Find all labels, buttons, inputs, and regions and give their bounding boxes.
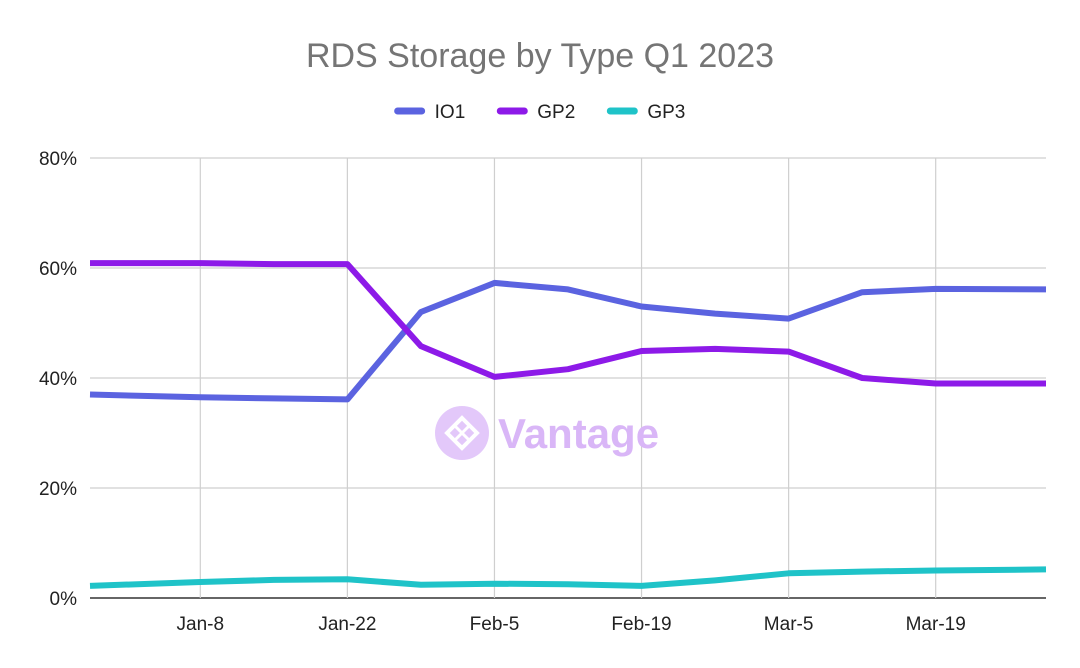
watermark-diamond-icon <box>444 415 480 451</box>
x-axis: Jan-8 Jan-22 Feb-5 Feb-19 Mar-5 Mar-19 <box>177 614 966 635</box>
x-tick-label: Jan-22 <box>318 614 376 635</box>
legend-item-gp2: GP2 <box>496 102 575 123</box>
series-line-gp2 <box>90 260 1046 387</box>
x-tick-label: Jan-8 <box>177 614 225 635</box>
y-tick-label: 60% <box>39 259 77 280</box>
y-tick-label: 80% <box>39 149 77 170</box>
x-tick-label: Feb-19 <box>611 614 671 635</box>
y-axis: 0% 20% 40% 60% 80% <box>39 149 77 610</box>
watermark: Vantage <box>435 406 659 460</box>
watermark-cross-icon <box>452 423 472 443</box>
watermark-text: Vantage <box>498 410 659 457</box>
y-tick-label: 0% <box>50 589 78 610</box>
x-tick-label: Mar-5 <box>764 614 814 635</box>
x-tick-label: Feb-5 <box>470 614 520 635</box>
series-line-io1 <box>89 279 1047 403</box>
legend-item-gp3: GP3 <box>606 102 685 123</box>
y-tick-label: 20% <box>39 479 77 500</box>
legend-label: IO1 <box>435 102 466 123</box>
grid <box>90 157 1046 599</box>
legend-label: GP2 <box>537 102 575 123</box>
y-tick-label: 40% <box>39 369 77 390</box>
legend-label: GP3 <box>647 102 685 123</box>
series-line-gp3 <box>89 566 1047 589</box>
series-layer <box>89 260 1047 589</box>
chart-title: RDS Storage by Type Q1 2023 <box>306 37 774 75</box>
legend: IO1 GP2 GP3 <box>394 102 685 123</box>
x-tick-label: Mar-19 <box>906 614 966 635</box>
legend-item-io1: IO1 <box>394 102 466 123</box>
